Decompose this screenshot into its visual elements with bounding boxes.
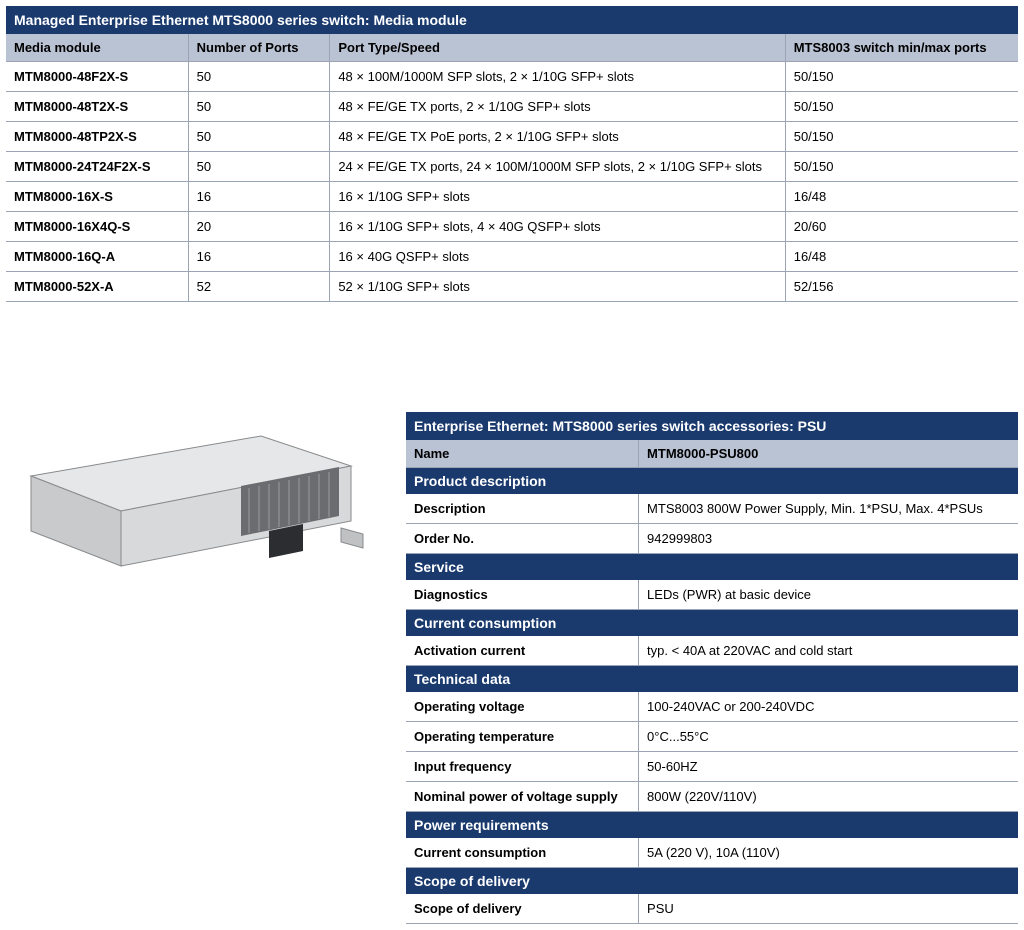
table1-column-header: Number of Ports: [188, 34, 330, 62]
table-cell: MTM8000-48TP2X-S: [6, 122, 188, 152]
media-module-table: Managed Enterprise Ethernet MTS8000 seri…: [6, 6, 1018, 302]
table-cell: MTM8000-16X4Q-S: [6, 212, 188, 242]
table1-column-header: MTS8003 switch min/max ports: [785, 34, 1018, 62]
section-heading: Scope of delivery: [406, 868, 1018, 895]
table-cell: MTM8000-16X-S: [6, 182, 188, 212]
spec-row: Current consumption5A (220 V), 10A (110V…: [406, 838, 1018, 868]
table-cell: 50: [188, 122, 330, 152]
table1-header-row: Media moduleNumber of PortsPort Type/Spe…: [6, 34, 1018, 62]
psu-name-row: Name MTM8000-PSU800: [406, 440, 1018, 468]
table2-title: Enterprise Ethernet: MTS8000 series swit…: [406, 412, 1018, 440]
spec-row: Operating temperature0°C...55°C: [406, 722, 1018, 752]
table-cell: 50/150: [785, 152, 1018, 182]
spec-value: 50-60HZ: [639, 752, 1018, 782]
table-cell: MTM8000-52X-A: [6, 272, 188, 302]
psu-spec-table: Enterprise Ethernet: MTS8000 series swit…: [406, 412, 1018, 924]
table-cell: 16/48: [785, 242, 1018, 272]
table-row: MTM8000-48T2X-S5048 × FE/GE TX ports, 2 …: [6, 92, 1018, 122]
spec-key: Order No.: [406, 524, 639, 554]
spec-value: 100-240VAC or 200-240VDC: [639, 692, 1018, 722]
section-heading-row: Scope of delivery: [406, 868, 1018, 895]
table-row: MTM8000-48F2X-S5048 × 100M/1000M SFP slo…: [6, 62, 1018, 92]
spec-value: 800W (220V/110V): [639, 782, 1018, 812]
table-cell: 52/156: [785, 272, 1018, 302]
table-cell: MTM8000-24T24F2X-S: [6, 152, 188, 182]
table-cell: 50/150: [785, 62, 1018, 92]
table-cell: 50/150: [785, 92, 1018, 122]
table-cell: 50/150: [785, 122, 1018, 152]
section-heading: Current consumption: [406, 610, 1018, 637]
table-row: MTM8000-48TP2X-S5048 × FE/GE TX PoE port…: [6, 122, 1018, 152]
psu-name-value: MTM8000-PSU800: [639, 440, 1018, 468]
section-heading-row: Product description: [406, 468, 1018, 495]
spec-row: DescriptionMTS8003 800W Power Supply, Mi…: [406, 494, 1018, 524]
psu-image: [6, 412, 376, 924]
spec-key: Scope of delivery: [406, 894, 639, 924]
table-row: MTM8000-16Q-A1616 × 40G QSFP+ slots16/48: [6, 242, 1018, 272]
spec-key: Activation current: [406, 636, 639, 666]
psu-name-label: Name: [406, 440, 639, 468]
table-cell: 52: [188, 272, 330, 302]
spec-key: Input frequency: [406, 752, 639, 782]
table-cell: 16 × 1/10G SFP+ slots, 4 × 40G QSFP+ slo…: [330, 212, 785, 242]
table-cell: MTM8000-16Q-A: [6, 242, 188, 272]
table-cell: 20/60: [785, 212, 1018, 242]
spec-row: Operating voltage100-240VAC or 200-240VD…: [406, 692, 1018, 722]
spec-row: Scope of deliveryPSU: [406, 894, 1018, 924]
section-heading-row: Power requirements: [406, 812, 1018, 839]
table-cell: 48 × FE/GE TX PoE ports, 2 × 1/10G SFP+ …: [330, 122, 785, 152]
table-row: MTM8000-16X4Q-S2016 × 1/10G SFP+ slots, …: [6, 212, 1018, 242]
spec-key: Diagnostics: [406, 580, 639, 610]
table-cell: 16 × 1/10G SFP+ slots: [330, 182, 785, 212]
table-row: MTM8000-24T24F2X-S5024 × FE/GE TX ports,…: [6, 152, 1018, 182]
table-cell: 20: [188, 212, 330, 242]
table-cell: 16: [188, 242, 330, 272]
spec-row: Nominal power of voltage supply800W (220…: [406, 782, 1018, 812]
section-heading: Product description: [406, 468, 1018, 495]
spec-row: Input frequency50-60HZ: [406, 752, 1018, 782]
section-heading: Technical data: [406, 666, 1018, 693]
spec-value: MTS8003 800W Power Supply, Min. 1*PSU, M…: [639, 494, 1018, 524]
spec-value: typ. < 40A at 220VAC and cold start: [639, 636, 1018, 666]
spec-key: Description: [406, 494, 639, 524]
table-cell: 52 × 1/10G SFP+ slots: [330, 272, 785, 302]
table-row: MTM8000-52X-A5252 × 1/10G SFP+ slots52/1…: [6, 272, 1018, 302]
spec-value: LEDs (PWR) at basic device: [639, 580, 1018, 610]
spec-key: Nominal power of voltage supply: [406, 782, 639, 812]
table-cell: 24 × FE/GE TX ports, 24 × 100M/1000M SFP…: [330, 152, 785, 182]
table1-column-header: Media module: [6, 34, 188, 62]
spec-value: 0°C...55°C: [639, 722, 1018, 752]
spec-value: 5A (220 V), 10A (110V): [639, 838, 1018, 868]
spec-row: Activation currenttyp. < 40A at 220VAC a…: [406, 636, 1018, 666]
section-heading-row: Service: [406, 554, 1018, 581]
spec-key: Operating voltage: [406, 692, 639, 722]
table-cell: MTM8000-48T2X-S: [6, 92, 188, 122]
table-cell: 16: [188, 182, 330, 212]
spec-key: Operating temperature: [406, 722, 639, 752]
table-cell: 48 × FE/GE TX ports, 2 × 1/10G SFP+ slot…: [330, 92, 785, 122]
table-cell: 16/48: [785, 182, 1018, 212]
table-cell: 16 × 40G QSFP+ slots: [330, 242, 785, 272]
spec-row: Order No.942999803: [406, 524, 1018, 554]
table-row: MTM8000-16X-S1616 × 1/10G SFP+ slots16/4…: [6, 182, 1018, 212]
section-heading: Power requirements: [406, 812, 1018, 839]
table-cell: 50: [188, 62, 330, 92]
psu-icon: [11, 416, 371, 586]
section-heading-row: Technical data: [406, 666, 1018, 693]
table-cell: 50: [188, 152, 330, 182]
spec-key: Current consumption: [406, 838, 639, 868]
section-heading: Service: [406, 554, 1018, 581]
table1-column-header: Port Type/Speed: [330, 34, 785, 62]
table-cell: 50: [188, 92, 330, 122]
table-cell: 48 × 100M/1000M SFP slots, 2 × 1/10G SFP…: [330, 62, 785, 92]
spec-value: PSU: [639, 894, 1018, 924]
spec-value: 942999803: [639, 524, 1018, 554]
table-cell: MTM8000-48F2X-S: [6, 62, 188, 92]
spec-row: DiagnosticsLEDs (PWR) at basic device: [406, 580, 1018, 610]
table1-title: Managed Enterprise Ethernet MTS8000 seri…: [6, 6, 1018, 34]
section-heading-row: Current consumption: [406, 610, 1018, 637]
